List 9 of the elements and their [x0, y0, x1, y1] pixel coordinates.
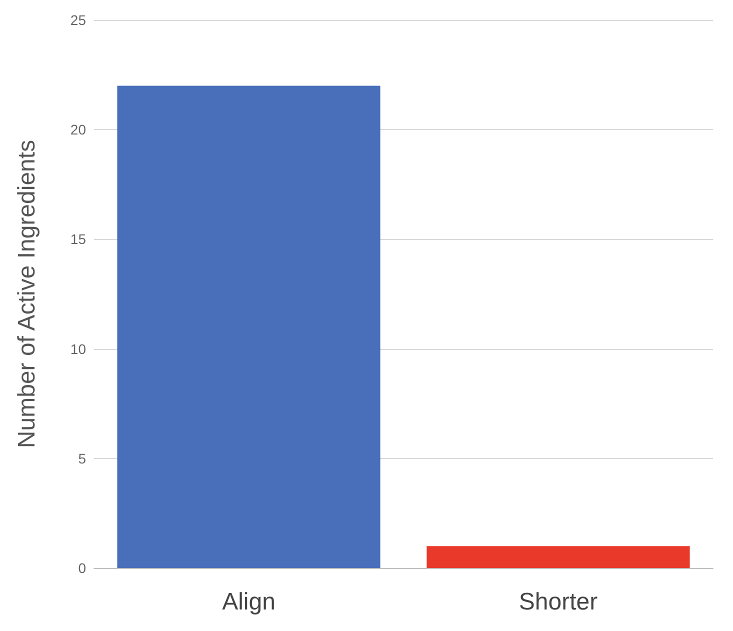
- y-tick-label: 25: [70, 12, 86, 28]
- y-tick-label: 0: [78, 560, 86, 576]
- x-tick-label: Align: [222, 588, 276, 616]
- x-tick-label: Shorter: [518, 588, 598, 616]
- y-tick-label: 15: [70, 231, 86, 248]
- y-tick-label: 20: [70, 122, 86, 138]
- y-tick-label: 5: [78, 450, 86, 466]
- y-tick-label: 10: [70, 340, 86, 357]
- y-axis-title: Number of Active Ingredients: [14, 140, 40, 448]
